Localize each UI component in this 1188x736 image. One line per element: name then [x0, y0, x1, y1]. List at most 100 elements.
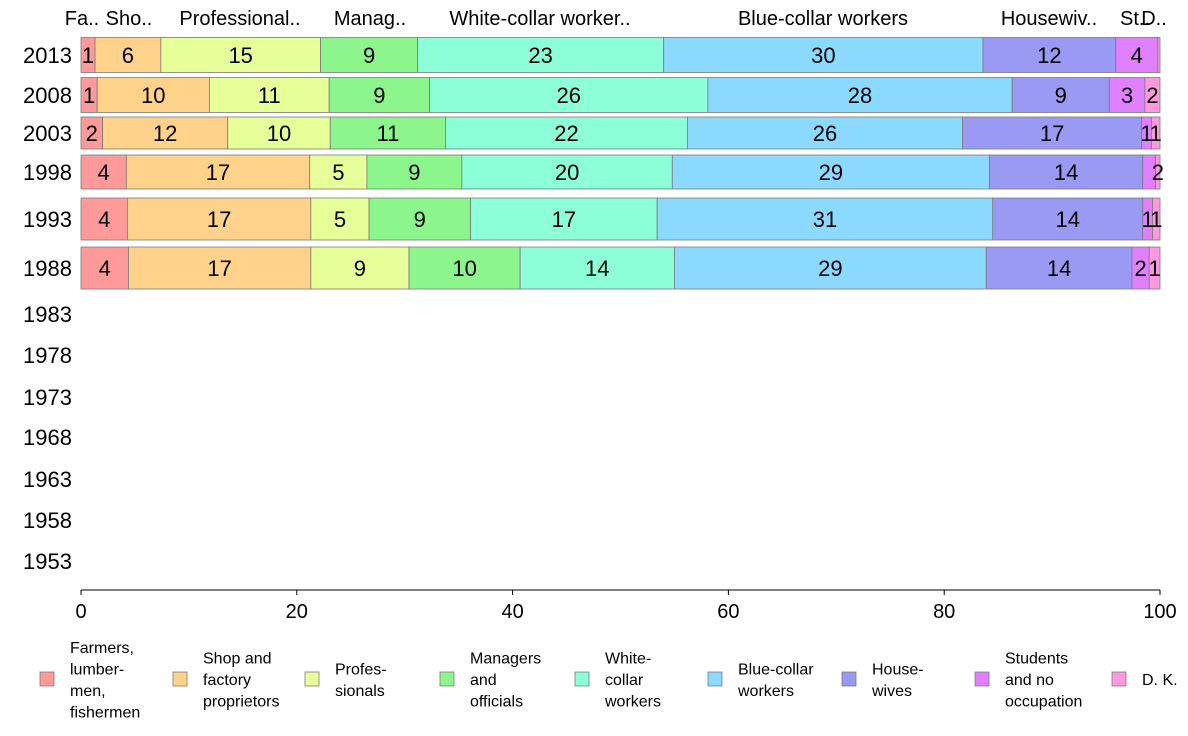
bar-segment	[1155, 154, 1161, 190]
bar-value-label: 17	[552, 207, 576, 232]
top-category-label: St..	[1120, 8, 1150, 30]
bar-value-label: 14	[585, 256, 609, 281]
bar-segment	[102, 116, 229, 150]
year-label: 1973	[23, 385, 72, 410]
bar-value-label: 29	[819, 160, 843, 185]
bar-value-label: 11	[377, 121, 400, 146]
legend-swatch	[172, 671, 188, 687]
bar-value-label: 9	[1055, 83, 1067, 108]
bar-value-label: 17	[206, 160, 230, 185]
bar-value-label: 14	[1056, 207, 1080, 232]
x-tick-label: 80	[933, 601, 955, 623]
bar-segments: 1 6 15 9 23 30 12 41 10 11 9 26 28 9 3 22 12 10 11 22 26 17 11…	[80, 37, 1164, 290]
bar-value-label: 1	[1148, 256, 1160, 281]
legend-swatch	[841, 671, 857, 687]
bar-segment	[1152, 197, 1161, 241]
legend-label: workers	[604, 694, 661, 711]
top-category-label: White-collar worker..	[449, 8, 630, 30]
legend-swatch	[707, 671, 723, 687]
bar-segment	[663, 37, 984, 73]
bar-value-label: 1	[1140, 121, 1152, 146]
bar-segment	[128, 246, 312, 290]
bar-segment	[1148, 246, 1161, 290]
bar-value-label: 4	[98, 160, 110, 185]
bar-value-label: 3	[1121, 83, 1133, 108]
bar-value-label: 4	[98, 207, 110, 232]
bar-segment	[310, 246, 410, 290]
bar-value-label: 1	[83, 83, 95, 108]
x-tick-label: 60	[717, 601, 739, 623]
bar-segment	[126, 197, 312, 241]
bar-value-label: 22	[554, 121, 578, 146]
legend-label: factory	[203, 672, 251, 689]
x-tick-label: 20	[286, 601, 308, 623]
bar-segment	[445, 116, 688, 150]
year-label: 1993	[23, 207, 72, 232]
top-category-label: Manag..	[334, 8, 406, 30]
legend-swatch	[439, 671, 455, 687]
top-category-labels: Fa.. Sho.. Professional.. Manag.. White-coll…	[65, 8, 1167, 30]
x-tick-label: 40	[501, 601, 523, 623]
x-tick-label: 100	[1143, 601, 1176, 623]
legend-swatch	[39, 671, 55, 687]
bar-value-label: 5	[334, 207, 346, 232]
bar-value-label: 17	[207, 256, 231, 281]
legend-swatch	[574, 671, 590, 687]
legend-label: collar	[605, 672, 644, 689]
legend-label: Managers	[470, 651, 541, 668]
bar-segment	[962, 116, 1143, 150]
bar-segment	[686, 116, 963, 150]
bar-value-label: 14	[1047, 256, 1071, 281]
legend-label: White-	[605, 651, 651, 668]
bar-value-label: 17	[207, 207, 231, 232]
bar-value-label: 9	[414, 207, 426, 232]
top-category-label: Housewiv..	[1001, 8, 1097, 30]
year-axis-labels: 2013 2008 2003 1998 1993 1988 1983 1978 1973 1968…	[23, 43, 72, 574]
legend-label: Shop and	[203, 651, 272, 668]
legend-label: men,	[70, 683, 106, 700]
year-label: 1983	[23, 302, 72, 327]
bar-value-label: 2	[1152, 160, 1164, 185]
x-tick-label: 0	[75, 601, 86, 623]
bar-segment	[80, 197, 128, 241]
bar-segment	[989, 154, 1144, 190]
top-category-label: Professional..	[179, 8, 300, 30]
year-label: 2003	[23, 121, 72, 146]
legend-label: officials	[470, 694, 523, 711]
bar-value-label: 9	[354, 256, 366, 281]
bar-segment	[125, 154, 311, 190]
year-label: 1968	[23, 425, 72, 450]
bar-segment	[368, 197, 471, 241]
bar-segment	[94, 37, 162, 73]
bar-segment	[408, 246, 521, 290]
bar-segment	[1108, 77, 1146, 113]
bar-value-label: 5	[332, 160, 344, 185]
bar-value-label: 15	[228, 43, 252, 68]
bar-segment	[1115, 37, 1159, 73]
top-category-label: Fa..	[65, 8, 99, 30]
bar-segment	[674, 246, 987, 290]
bar-segment	[1150, 116, 1161, 150]
bar-value-label: 10	[452, 256, 476, 281]
bar-value-label: 17	[1040, 121, 1064, 146]
bar-segment	[96, 77, 210, 113]
legend-label: lumber-	[70, 661, 124, 678]
bar-segment	[707, 77, 1013, 113]
bar-segment	[429, 77, 709, 113]
bar-value-label: 31	[813, 207, 837, 232]
year-label: 1958	[23, 508, 72, 533]
year-label: 1988	[23, 256, 72, 281]
bar-segment	[309, 154, 368, 190]
legend-swatch	[1111, 671, 1127, 687]
bar-segment	[328, 77, 430, 113]
bar-segment	[80, 246, 129, 290]
bar-value-label: 2	[1146, 83, 1158, 108]
bar-value-label: 9	[373, 83, 385, 108]
bar-segment	[992, 197, 1144, 241]
bar-segment	[671, 154, 990, 190]
bar-segment	[519, 246, 675, 290]
bar-segment	[417, 37, 665, 73]
bar-value-label: 10	[141, 83, 165, 108]
bar-segment	[461, 154, 673, 190]
bar-segment	[329, 116, 447, 150]
